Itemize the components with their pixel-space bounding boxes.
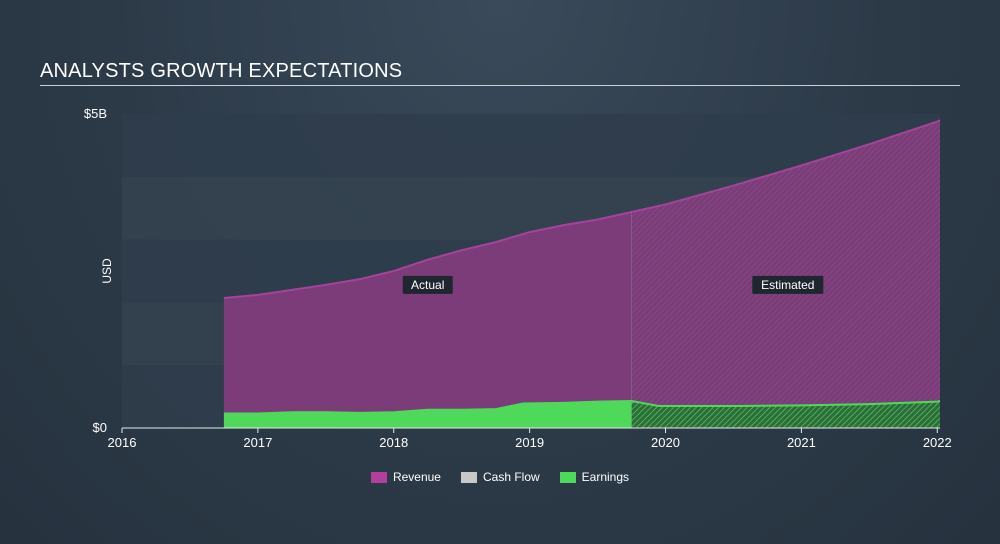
page-title: ANALYSTS GROWTH EXPECTATIONS [40, 60, 403, 82]
x-tick-label: 2017 [243, 435, 272, 450]
title-divider [40, 85, 960, 86]
legend-label-revenue: Revenue [392, 470, 441, 484]
revenue-line [223, 119, 941, 299]
annotation-label: Actual [411, 278, 444, 292]
x-tick-label: 2018 [379, 435, 408, 450]
annotations: Actual Estimated [402, 275, 824, 294]
earnings-swatch-icon [559, 471, 576, 483]
legend-item-revenue[interactable]: Revenue [370, 470, 441, 484]
legend-item-earnings[interactable]: Earnings [559, 470, 630, 484]
annotation-box [402, 275, 453, 294]
y-axis-label: USD [100, 258, 114, 284]
earnings-line [223, 399, 941, 415]
x-tick-label: 2020 [651, 435, 680, 450]
revenue-actual-area [223, 211, 632, 428]
annotation-estimated: Estimated [752, 275, 824, 294]
series-areas [223, 119, 941, 428]
legend-item-cash-flow[interactable]: Cash Flow [460, 470, 540, 484]
annotation-actual: Actual [402, 275, 453, 294]
y-tick-label: $5B [84, 106, 107, 121]
legend-label-cash-flow: Cash Flow [482, 470, 540, 484]
annotation-label: Estimated [761, 278, 814, 292]
earnings-estimated-area [631, 400, 940, 428]
x-tick-label: 2022 [923, 435, 952, 450]
earnings-actual-area [223, 400, 632, 428]
x-tick-label: 2019 [515, 435, 544, 450]
legend-label-earnings: Earnings [581, 470, 630, 484]
axes: 2016 2017 2018 2019 2020 2021 2022 $0 $5B USD [84, 106, 952, 450]
revenue-swatch-icon [370, 471, 387, 483]
revenue-estimated-area [631, 120, 940, 428]
x-tick-label: 2021 [787, 435, 816, 450]
x-tick-label: 2016 [108, 435, 137, 450]
y-tick-label: $0 [93, 420, 107, 435]
cash-flow-swatch-icon [460, 471, 477, 483]
legend: Revenue Cash Flow Earnings [0, 470, 1000, 484]
annotation-box [752, 275, 824, 294]
